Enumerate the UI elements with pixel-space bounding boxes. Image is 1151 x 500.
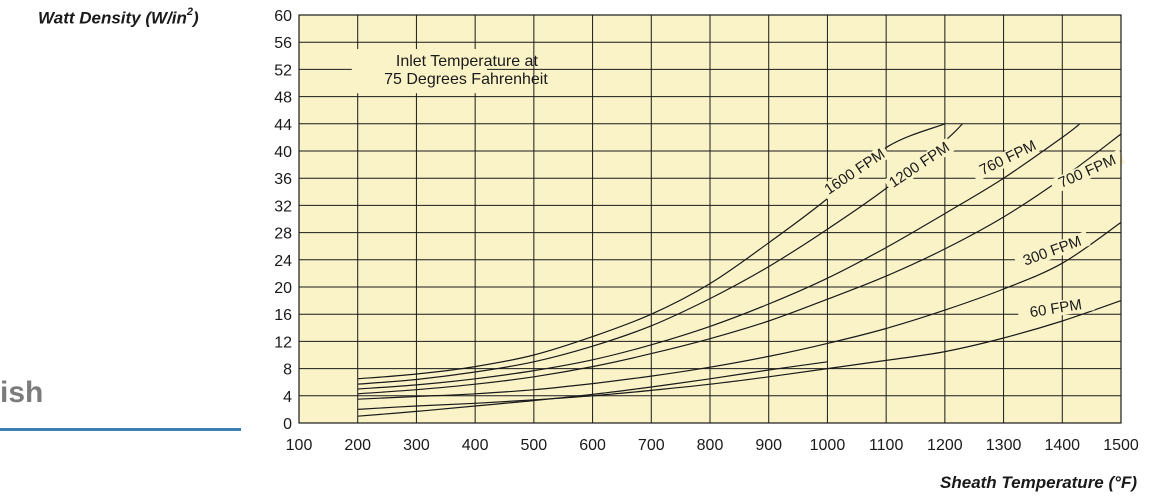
y-tick-label: 40 xyxy=(274,144,292,161)
y-tick-label: 24 xyxy=(274,253,292,270)
x-tick-label: 1500 xyxy=(1103,437,1139,454)
y-tick-label: 8 xyxy=(283,362,292,379)
y-tick-label: 48 xyxy=(274,90,292,107)
x-tick-label: 1400 xyxy=(1044,437,1080,454)
y-axis-title-superscript: 2 xyxy=(186,6,194,18)
y-tick-label: 32 xyxy=(274,198,292,215)
x-tick-label: 100 xyxy=(286,437,313,454)
series-label-background xyxy=(1014,231,1091,272)
series-label-background xyxy=(883,137,956,193)
series-label-background xyxy=(1017,295,1095,323)
series-line xyxy=(357,133,1122,395)
x-tick-label: 600 xyxy=(579,437,606,454)
x-tick-label: 900 xyxy=(755,437,782,454)
x-tick-label: 400 xyxy=(462,437,489,454)
series-label-background xyxy=(819,144,891,200)
plot-border xyxy=(298,14,1122,424)
x-tick-label: 700 xyxy=(638,437,665,454)
series-line xyxy=(357,361,828,417)
x-tick-label: 200 xyxy=(344,437,371,454)
series-label-background xyxy=(1049,149,1126,194)
series-label-background xyxy=(970,134,1046,182)
y-tick-label: 60 xyxy=(274,8,292,25)
x-tick-label: 800 xyxy=(697,437,724,454)
y-axis-title-close: ) xyxy=(193,8,199,28)
x-tick-label: 1000 xyxy=(810,437,846,454)
y-tick-label: 12 xyxy=(274,334,292,351)
y-tick-label: 44 xyxy=(274,117,292,134)
y-tick-label: 36 xyxy=(274,171,292,188)
x-tick-label: 1200 xyxy=(927,437,963,454)
annotation-line: 75 Degrees Fahrenheit xyxy=(384,71,548,88)
y-axis-title-text: Watt Density (W/in xyxy=(38,8,187,28)
y-tick-label: 0 xyxy=(283,416,292,433)
x-axis-title: Sheath Temperature (°F) xyxy=(940,473,1137,492)
x-tick-label: 1100 xyxy=(869,437,904,454)
side-heading-fragment: ish xyxy=(0,376,44,409)
y-tick-label: 16 xyxy=(274,307,292,324)
y-tick-label: 4 xyxy=(283,389,292,406)
annotation-background xyxy=(351,49,487,94)
annotation-line: Inlet Temperature at xyxy=(396,53,539,70)
series-line xyxy=(357,123,1081,390)
x-tick-label: 500 xyxy=(521,437,548,454)
y-axis-title: Watt Density (W/in2) xyxy=(38,6,199,29)
x-tick-label: 1300 xyxy=(986,437,1022,454)
y-tick-label: 52 xyxy=(274,62,292,79)
series-line xyxy=(357,300,1122,410)
series-line xyxy=(357,221,1122,400)
side-heading-rule xyxy=(0,428,241,431)
y-tick-label: 28 xyxy=(274,226,292,243)
y-tick-label: 56 xyxy=(274,35,292,52)
y-tick-label: 20 xyxy=(274,280,292,297)
x-tick-label: 300 xyxy=(403,437,430,454)
